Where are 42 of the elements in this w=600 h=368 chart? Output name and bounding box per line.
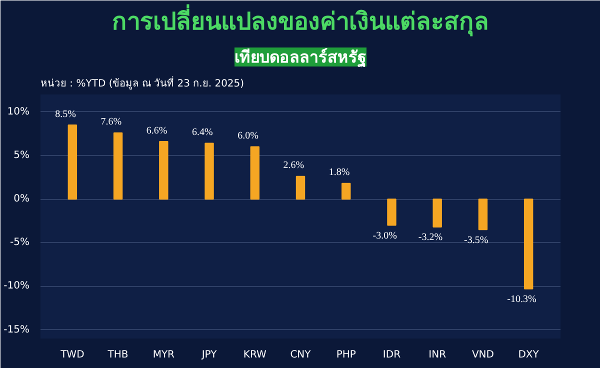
- x-tick-label: INR: [428, 350, 446, 360]
- bar: [68, 124, 78, 200]
- x-tick-label: PHP: [336, 350, 356, 360]
- data-label: -3.2%: [418, 232, 443, 244]
- x-tick-label: CNY: [290, 350, 312, 360]
- bar: [113, 132, 123, 200]
- x-tick-label: DXY: [518, 350, 540, 360]
- x-tick-label: THB: [106, 350, 128, 360]
- text: หน่วย : %YTD (ข้อมูล ณ วันที่ 23 ก.ย. 2025): [40, 76, 244, 90]
- y-tick-label: 0%: [14, 194, 30, 205]
- x-tick-label: KRW: [243, 350, 266, 360]
- data-label: 1.8%: [328, 167, 350, 178]
- bar: [296, 176, 306, 200]
- y-tick-label: -15%: [4, 324, 30, 336]
- data-label: 7.6%: [100, 116, 122, 128]
- data-label: 6.0%: [238, 130, 258, 142]
- data-label: -3.5%: [464, 234, 488, 246]
- y-tick-label: -10%: [4, 280, 30, 292]
- x-tick-label: JPY: [200, 350, 218, 360]
- bar: [159, 141, 168, 200]
- bar: [524, 198, 534, 290]
- x-tick-label: MYR: [152, 350, 175, 360]
- y-tick-label: -5%: [10, 237, 30, 248]
- x-tick-label: TWD: [60, 350, 85, 360]
- y-tick-label: 5%: [14, 150, 30, 161]
- bar: [342, 182, 351, 200]
- data-label: -10.3%: [507, 294, 536, 306]
- data-label: 8.5%: [55, 108, 76, 120]
- data-label: 2.6%: [283, 160, 304, 172]
- x-tick-label: IDR: [382, 350, 401, 360]
- x-tick-label: VND: [472, 350, 494, 360]
- chart-subtitle: เทียบดอลลาร์สหรัฐ: [234, 48, 366, 68]
- bar: [250, 146, 260, 200]
- data-label: -3.0%: [372, 230, 397, 242]
- data-label: 6.4%: [192, 127, 213, 138]
- y-tick-label: 10%: [7, 106, 30, 118]
- data-label: 6.6%: [146, 125, 168, 136]
- bar: [478, 198, 488, 230]
- bar: [204, 142, 214, 200]
- bar: [432, 198, 442, 228]
- bar: [387, 198, 396, 226]
- chart-title: การเปลี่ยนแปลงของค่าเงินแต่ละสกุล: [112, 4, 489, 38]
